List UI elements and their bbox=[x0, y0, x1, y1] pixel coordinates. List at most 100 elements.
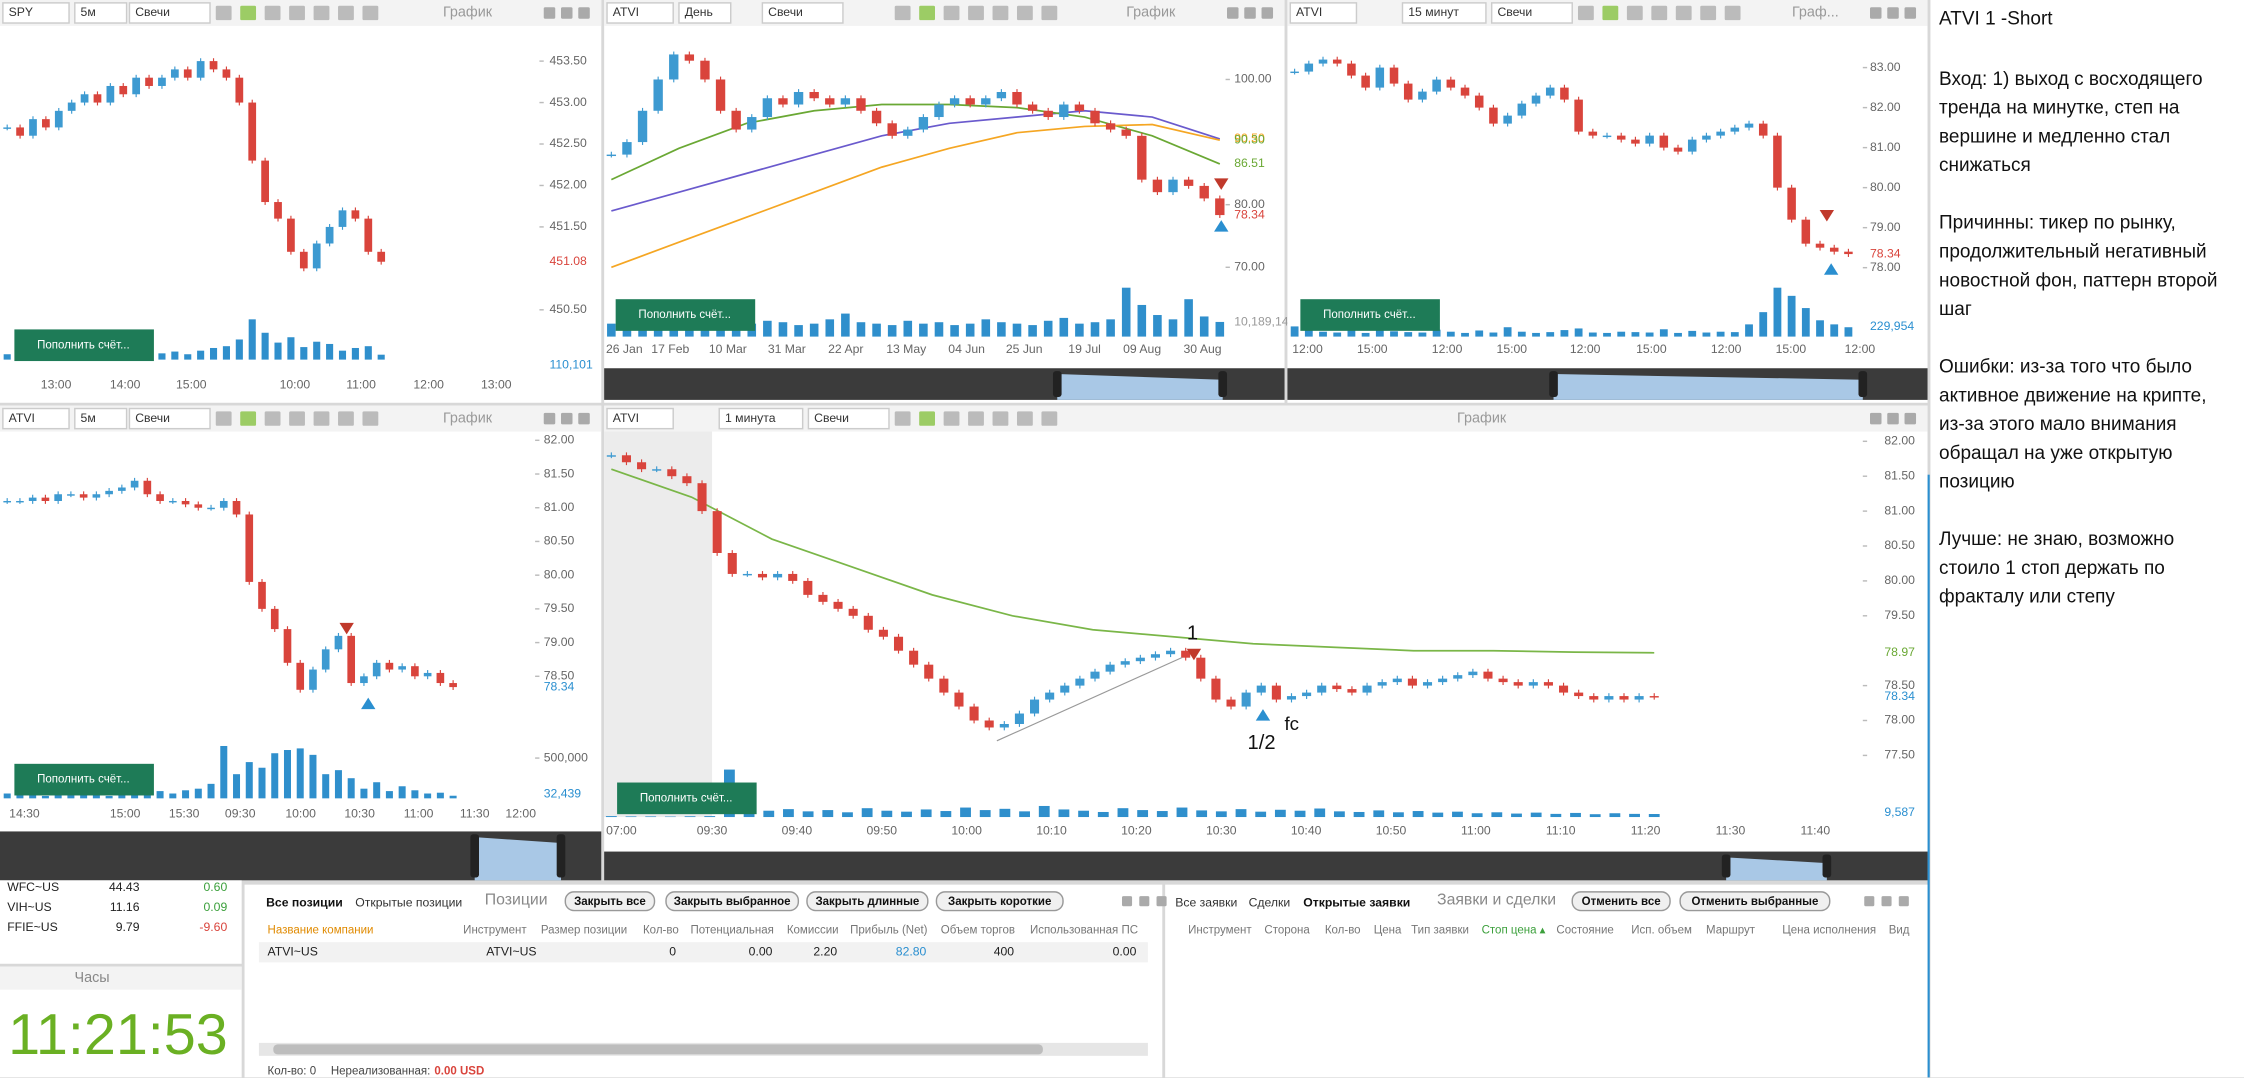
button-label[interactable]: Отменить все bbox=[1582, 896, 1661, 908]
volume-bar bbox=[1106, 319, 1115, 337]
volume-bar bbox=[1702, 332, 1711, 337]
navigator-handle bbox=[1721, 854, 1731, 878]
y-tick-label: 79.50 bbox=[544, 601, 575, 615]
volume-bar bbox=[1353, 811, 1365, 818]
candle bbox=[3, 127, 12, 129]
timeframe[interactable]: 15 минут bbox=[1408, 5, 1459, 19]
x-tick-label: 11:40 bbox=[1801, 824, 1831, 838]
tab[interactable]: Все позиции bbox=[266, 896, 343, 910]
x-tick-label: 12:00 bbox=[413, 378, 444, 392]
volume-bar bbox=[158, 353, 166, 360]
ticker-field bbox=[2, 2, 70, 24]
candle bbox=[1815, 243, 1825, 248]
button-label[interactable]: Закрыть длинные bbox=[815, 896, 919, 908]
button-label[interactable]: Закрыть короткие bbox=[948, 896, 1051, 908]
deposit-button-label[interactable]: Пополнить счёт... bbox=[638, 309, 731, 321]
window-icon bbox=[1244, 7, 1256, 19]
tool-icon bbox=[338, 411, 354, 426]
ticker[interactable]: ATVI bbox=[9, 411, 35, 425]
premarket-shade bbox=[604, 431, 713, 818]
chart-panel bbox=[0, 405, 602, 881]
tool-icon bbox=[1041, 411, 1058, 426]
x-tick-label: 04 Jun bbox=[948, 342, 985, 356]
button-label[interactable]: Отменить выбранные bbox=[1691, 896, 1818, 908]
y-tick-label: 80.00 bbox=[1870, 180, 1901, 194]
deposit-button-label[interactable]: Пополнить счёт... bbox=[1323, 309, 1416, 321]
deposit-button bbox=[617, 782, 757, 815]
volume-bar bbox=[194, 788, 202, 799]
candle bbox=[207, 507, 215, 510]
tab[interactable]: Сделки bbox=[1249, 896, 1291, 910]
button-label[interactable]: Закрыть выбранное bbox=[674, 896, 791, 908]
volume-bar bbox=[1156, 811, 1168, 818]
tool-icon bbox=[992, 5, 1009, 21]
candle bbox=[1120, 661, 1130, 665]
ticker[interactable]: ATVI bbox=[613, 5, 639, 19]
volume-bar bbox=[1121, 287, 1131, 337]
candle bbox=[667, 469, 677, 477]
button-label[interactable]: Закрыть все bbox=[574, 896, 646, 908]
candle bbox=[351, 210, 360, 219]
navigator-handle bbox=[1549, 371, 1558, 398]
ticker[interactable]: SPY bbox=[9, 5, 33, 19]
window-icon bbox=[578, 412, 590, 425]
candle bbox=[934, 104, 944, 118]
cell: 0.00 bbox=[1113, 944, 1137, 958]
chart-type[interactable]: Свечи bbox=[135, 5, 170, 19]
deposit-button-label[interactable]: Пополнить счёт... bbox=[640, 792, 733, 804]
ticker[interactable]: ATVI bbox=[613, 411, 639, 425]
deposit-button-label[interactable]: Пополнить счёт... bbox=[37, 774, 130, 786]
candle bbox=[918, 117, 929, 130]
candle bbox=[1121, 129, 1131, 136]
chart-type[interactable]: Свечи bbox=[768, 5, 803, 19]
deposit-button bbox=[14, 763, 154, 796]
chart-type[interactable]: Свечи bbox=[814, 411, 849, 425]
y-tick-label: 79.50 bbox=[1884, 608, 1915, 622]
deposit-button-label[interactable]: Пополнить счёт... bbox=[37, 339, 130, 351]
price-label: 451.08 bbox=[549, 254, 587, 268]
cell: ATVI~US bbox=[268, 944, 318, 958]
volume-bar bbox=[1446, 331, 1455, 337]
tab[interactable]: Открытые позиции bbox=[355, 896, 462, 910]
chart-type[interactable]: Свечи bbox=[135, 411, 170, 425]
cell: 400 bbox=[994, 944, 1015, 958]
chart-type[interactable]: Свечи bbox=[1497, 5, 1532, 19]
timeframe[interactable]: 5м bbox=[81, 411, 96, 425]
window-icon bbox=[1870, 412, 1882, 425]
volume-bar bbox=[1844, 327, 1853, 337]
tool-icon bbox=[1675, 5, 1692, 21]
y-tick-label: 452.50 bbox=[549, 136, 587, 150]
tab[interactable]: Открытые заявки bbox=[1303, 896, 1410, 910]
x-tick-label: 15:00 bbox=[110, 806, 141, 820]
candle bbox=[145, 77, 153, 86]
candle bbox=[1418, 91, 1427, 100]
candle bbox=[833, 601, 843, 609]
volume-bar bbox=[1787, 295, 1796, 337]
volume-bar bbox=[309, 754, 317, 799]
timeframe[interactable]: 5м bbox=[81, 5, 96, 19]
tab[interactable]: Все заявки bbox=[1175, 896, 1237, 910]
navigator-handle bbox=[556, 834, 566, 878]
candle bbox=[1673, 147, 1683, 152]
x-tick-label: 09:30 bbox=[225, 806, 256, 820]
price: 9.79 bbox=[116, 920, 140, 934]
navigator-area bbox=[1553, 374, 1863, 400]
candle bbox=[1773, 135, 1782, 188]
column-header: Маршрут bbox=[1706, 925, 1756, 937]
volume-bar bbox=[1058, 809, 1070, 818]
volume-bar bbox=[1801, 308, 1810, 337]
x-tick-label: 07:00 bbox=[606, 824, 637, 838]
y-tick-label: 453.00 bbox=[549, 95, 587, 109]
ticker[interactable]: ATVI bbox=[1296, 5, 1322, 19]
volume-bar bbox=[1097, 811, 1109, 818]
timeframe[interactable]: День bbox=[685, 5, 713, 19]
note-title: ATVI 1 -Short bbox=[1939, 7, 2053, 29]
candle bbox=[1619, 696, 1629, 700]
candle bbox=[42, 119, 50, 128]
y-tick-label: 81.00 bbox=[544, 500, 575, 514]
candle bbox=[848, 608, 858, 616]
timeframe[interactable]: 1 минута bbox=[725, 411, 776, 425]
button bbox=[665, 891, 800, 912]
y-tick-label: 451.50 bbox=[549, 219, 587, 233]
candle bbox=[1844, 251, 1853, 255]
